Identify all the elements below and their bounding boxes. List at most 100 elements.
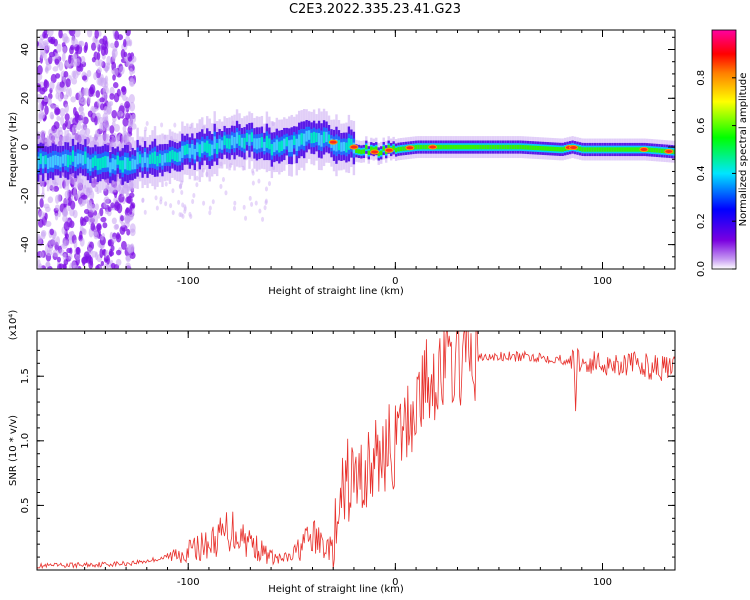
ridge-core — [158, 153, 162, 164]
spectrogram-speckle — [125, 207, 130, 214]
ridge-core — [265, 135, 269, 148]
ridge-core — [71, 150, 75, 162]
spectrogram-speckle — [221, 177, 225, 183]
y-tick-label: 0.5 — [20, 497, 31, 513]
ridge-peak — [370, 149, 380, 155]
ridge-core — [382, 146, 385, 151]
ridge-core — [536, 145, 540, 151]
spectrogram-speckle — [52, 249, 59, 258]
ridge-core — [345, 142, 348, 153]
ridge-core — [121, 160, 124, 173]
ridge-core — [203, 142, 206, 152]
spectrogram-speckle — [68, 253, 73, 260]
ridge-core — [509, 144, 512, 150]
ridge-core — [124, 157, 127, 170]
spectrogram-speckle — [97, 212, 101, 219]
ridge-core — [626, 147, 629, 152]
spectrogram-speckle — [82, 75, 88, 81]
spectrogram-speckle — [95, 265, 100, 269]
spectrogram-speckle — [183, 204, 187, 210]
spectrogram-speckle — [94, 30, 99, 39]
spectrogram-speckle — [58, 30, 63, 39]
spectrogram-speckle — [127, 244, 134, 254]
ridge-core — [499, 144, 502, 150]
spectrogram-speckle — [192, 193, 196, 199]
ridge-core — [59, 156, 62, 168]
ridge-core — [660, 148, 664, 154]
spectrogram-speckle — [171, 188, 175, 194]
ridge-core — [561, 147, 564, 152]
spectrogram-speckle — [39, 51, 45, 59]
spectrogram-speckle — [141, 197, 145, 203]
spectrogram-speckle — [131, 208, 135, 214]
ridge-core — [496, 144, 500, 150]
spectrogram-speckle — [37, 236, 42, 245]
ridge-core — [104, 155, 107, 168]
ridge-core — [397, 147, 400, 152]
ridge-core — [260, 137, 264, 148]
ridge-core — [255, 138, 259, 150]
spectrogram-speckle — [83, 209, 90, 215]
ridge-core — [332, 140, 336, 151]
y-tick-label: 1.5 — [20, 368, 31, 384]
ridge-core — [586, 147, 589, 152]
spectrogram-speckle — [37, 72, 43, 81]
spectrogram-speckle — [160, 122, 164, 128]
ridge-core — [648, 147, 651, 153]
spectrogram-speckle — [125, 262, 132, 269]
ridge-core — [650, 147, 654, 153]
ridge-core — [250, 132, 254, 142]
ridge-core — [479, 144, 482, 150]
spectrogram-speckle — [40, 231, 46, 240]
spectrogram-speckle — [83, 251, 90, 260]
spectrogram-speckle — [91, 106, 98, 112]
spectrogram-speckle — [40, 112, 45, 119]
ridge-peak — [349, 144, 359, 150]
ridge-core — [514, 144, 517, 150]
ridge-core — [598, 147, 602, 152]
ridge-core — [593, 147, 597, 152]
ridge-core — [44, 155, 47, 165]
ridge-core — [211, 144, 214, 156]
ridge-core — [633, 147, 636, 152]
spectrogram-speckle — [129, 205, 133, 216]
x-axis-label: Height of straight line (km) — [268, 286, 404, 297]
y-axis-label: Frequency (Hz) — [8, 112, 19, 188]
spectrogram-speckle — [208, 210, 212, 216]
spectrogram-speckle — [120, 215, 125, 222]
ridge-core — [591, 147, 594, 152]
spectrogram-speckle — [103, 263, 109, 269]
spectrogram-speckle — [106, 105, 112, 115]
spectrogram-speckle — [125, 30, 131, 37]
ridge-core — [449, 144, 453, 150]
ridge-core — [215, 143, 219, 155]
spectrogram-speckle — [173, 122, 177, 128]
ridge-core — [549, 146, 552, 151]
ridge-core — [322, 131, 326, 144]
colorbar-label: Normalized spectral amplitude — [738, 73, 749, 227]
spectrogram-speckle — [89, 84, 96, 95]
spectrogram-speckle — [91, 56, 96, 63]
spectrogram-speckle — [62, 215, 68, 223]
spectrogram-speckle — [45, 66, 49, 74]
ridge-core — [168, 151, 172, 163]
spectrogram-speckle — [47, 36, 54, 43]
ridge-core — [516, 144, 520, 150]
spectrogram-speckle — [109, 125, 115, 134]
spectrogram-speckle — [70, 44, 75, 51]
ridge-core — [178, 151, 182, 162]
spectrogram-speckle — [264, 198, 268, 204]
spectrogram-speckle — [95, 203, 99, 211]
ridge-core — [320, 134, 323, 147]
spectrogram-speckle — [62, 237, 66, 247]
spectrogram-speckle — [191, 199, 195, 205]
ridge-core — [310, 132, 313, 144]
spectrogram-speckle — [99, 116, 104, 125]
ridge-core — [603, 147, 607, 152]
ridge-core — [613, 147, 617, 152]
spectrogram-speckle — [95, 39, 100, 48]
y-scale-label: (x10⁴) — [8, 310, 19, 341]
spectrogram-speckle — [55, 236, 61, 246]
spectrogram-speckle — [55, 84, 62, 94]
ridge-core — [151, 152, 154, 164]
